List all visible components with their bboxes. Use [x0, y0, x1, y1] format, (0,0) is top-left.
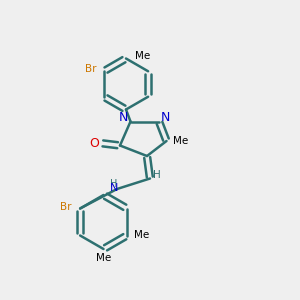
Text: H: H: [110, 178, 118, 189]
Text: Me: Me: [96, 253, 111, 263]
Text: N: N: [119, 111, 129, 124]
Text: Me: Me: [134, 230, 149, 241]
Text: N: N: [110, 183, 118, 194]
Text: N: N: [161, 111, 170, 124]
Text: Me: Me: [135, 50, 150, 61]
Text: Br: Br: [85, 64, 96, 74]
Text: O: O: [90, 136, 99, 150]
Text: Br: Br: [60, 202, 71, 212]
Text: Me: Me: [173, 136, 188, 146]
Text: H: H: [153, 170, 160, 181]
